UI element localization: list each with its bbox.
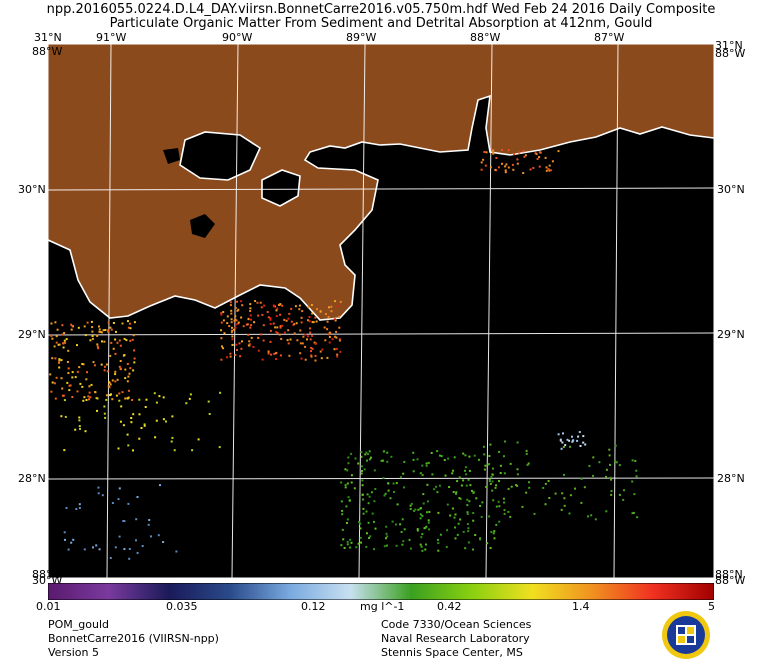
footer-location: Stennis Space Center, MS (381, 646, 523, 659)
footer-code: Code 7330/Ocean Sciences (381, 618, 532, 631)
corner-lat-bottom-left: 88°N (32, 568, 60, 581)
lon-tick-90w: 90°W (222, 31, 253, 44)
colorbar-label-1: 0.035 (166, 600, 198, 613)
coastline (47, 94, 715, 321)
lon-tick-89w: 89°W (346, 31, 377, 44)
footer-dataset: BonnetCarre2016 (VIIRSN-npp) (48, 632, 219, 645)
lat-tick-29n-left: 29°N (18, 328, 46, 341)
colorbar-unit: mg l^-1 (360, 600, 405, 613)
grid-lines (47, 43, 715, 579)
corner-lat-bottom-right: 88°N (715, 568, 743, 581)
footer-lab: Naval Research Laboratory (381, 632, 530, 645)
pom-pixels (49, 148, 639, 560)
colorbar-label-4: 1.4 (572, 600, 590, 613)
colorbar (48, 583, 714, 600)
map-frame (47, 43, 715, 579)
lat-tick-30n-right: 30°N (717, 183, 745, 196)
nrl-seal-icon (662, 611, 710, 659)
lat-tick-28n-left: 28°N (18, 472, 46, 485)
lat-tick-28n-right: 28°N (717, 472, 745, 485)
colorbar-label-5: 5 (708, 600, 715, 613)
corner-lon-bottom-right: 88°W (715, 574, 746, 587)
lake-pontchartrain (163, 132, 300, 238)
colorbar-label-2: 0.12 (301, 600, 326, 613)
land-mass (48, 44, 714, 320)
colorbar-label-0: 0.01 (36, 600, 61, 613)
lat-tick-30n-left: 30°N (18, 183, 46, 196)
lon-tick-91w: 91°W (96, 31, 127, 44)
corner-lon-top-left: 88°W (32, 45, 63, 58)
colorbar-label-3: 0.42 (437, 600, 462, 613)
lat-tick-29n-right: 29°N (717, 328, 745, 341)
lon-tick-87w: 87°W (594, 31, 625, 44)
title-line-2: Particulate Organic Matter From Sediment… (109, 16, 653, 31)
corner-lat-top-left: 31°N (34, 31, 62, 44)
footer-product: POM_gould (48, 618, 110, 631)
title-line-1: npp.2016055.0224.D.L4_DAY.viirsn.BonnetC… (46, 2, 716, 17)
lon-tick-88w: 88°W (470, 31, 501, 44)
corner-lat-top-right: 31°N (715, 39, 743, 52)
footer-version: Version 5 (48, 646, 99, 659)
corner-lon-top-right: 88°W (715, 47, 746, 60)
